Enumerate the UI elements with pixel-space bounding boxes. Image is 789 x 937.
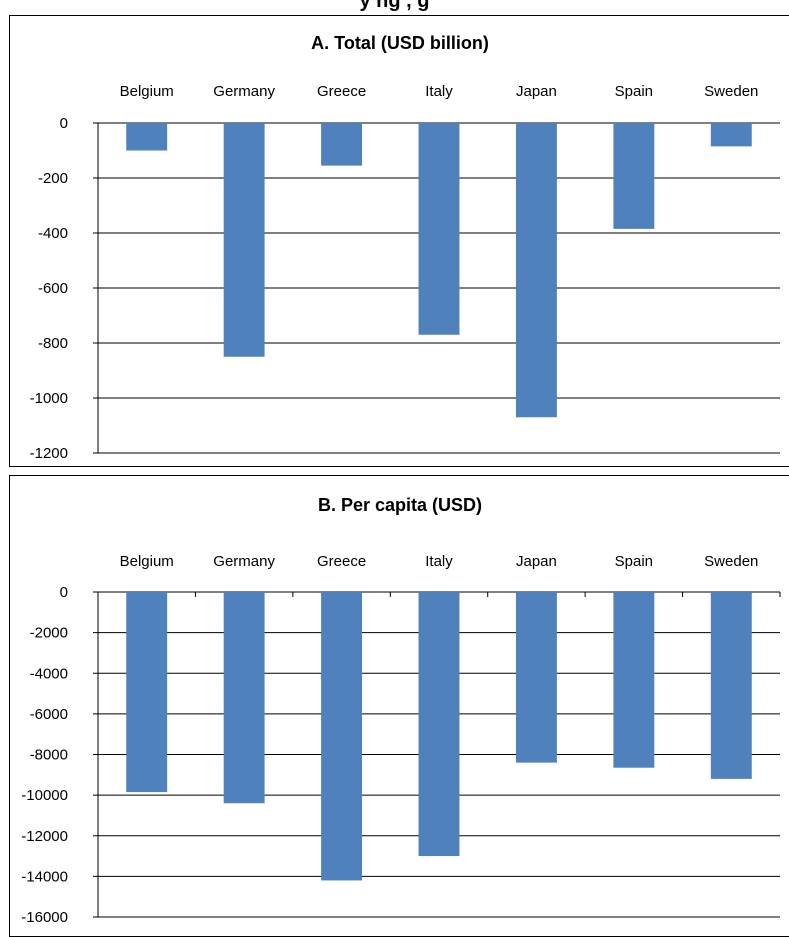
per-capita-ytick-label: -12000: [21, 828, 68, 845]
total-ytick-label: -200: [38, 170, 68, 187]
total-ytick-label: -1000: [30, 390, 68, 407]
total-bar-germany: [223, 123, 265, 357]
figure-title-text: y ng , g: [359, 0, 430, 12]
per-capita-ytick-label: -16000: [21, 909, 68, 926]
per-capita-bar-germany: [223, 592, 265, 804]
chart-title-total: A. Total (USD billion): [311, 33, 489, 53]
total-bar-greece: [321, 123, 363, 166]
total-category-label: Italy: [425, 83, 453, 100]
per-capita-category-label: Italy: [425, 553, 453, 570]
total-ytick-label: -400: [38, 225, 68, 242]
per-capita-category-label: Spain: [615, 553, 653, 570]
per-capita-ytick-label: -8000: [30, 747, 68, 764]
per-capita-bar-spain: [613, 592, 655, 768]
total-bar-sweden: [710, 123, 752, 147]
total-ytick-label: -1200: [30, 445, 68, 462]
bar-chart-per-capita: 0 -2000 -4000 -6000 -8000 -10000 -12000 -14000 -…: [21, 553, 781, 926]
per-capita-category-label: Japan: [516, 553, 557, 570]
chart-panel-per-capita: B. Per capita (USD) 0 -2000 -4000 -6000 -800…: [9, 475, 789, 937]
per-capita-category-label: Greece: [317, 553, 366, 570]
total-ytick-label: -800: [38, 335, 68, 352]
per-capita-bar-italy: [418, 592, 460, 857]
per-capita-category-label: Belgium: [120, 553, 174, 570]
total-category-label: Japan: [516, 83, 557, 100]
per-capita-ytick-label: -2000: [30, 625, 68, 642]
per-capita-bar-japan: [515, 592, 557, 763]
per-capita-bar-greece: [321, 592, 363, 881]
total-ytick-label: 0: [60, 115, 68, 132]
total-category-label: Spain: [615, 83, 653, 100]
total-bar-italy: [418, 123, 460, 335]
per-capita-category-label: Germany: [213, 553, 275, 570]
figure-title-partial: y ng , g: [0, 0, 789, 20]
per-capita-ytick-label: -6000: [30, 706, 68, 723]
total-bar-belgium: [126, 123, 168, 151]
per-capita-category-label: Sweden: [704, 553, 758, 570]
total-category-label: Sweden: [704, 83, 758, 100]
total-bar-japan: [515, 123, 557, 418]
total-category-label: Belgium: [120, 83, 174, 100]
bar-chart-total: 0 -200 -400 -600 -800 -1000 -1200 Belgium German…: [30, 83, 780, 462]
per-capita-bar-sweden: [710, 592, 752, 779]
per-capita-ytick-label: -4000: [30, 665, 68, 682]
per-capita-ytick-label: 0: [60, 584, 68, 601]
total-bar-spain: [613, 123, 655, 229]
per-capita-ytick-label: -10000: [21, 787, 68, 804]
total-ytick-label: -600: [38, 280, 68, 297]
total-category-label: Germany: [213, 83, 275, 100]
chart-title-per-capita: B. Per capita (USD): [317, 495, 483, 515]
chart-panel-total: A. Total (USD billion) 0 -200 -400 -600 -800…: [9, 15, 789, 467]
per-capita-bar-belgium: [126, 592, 168, 793]
total-category-label: Greece: [317, 83, 366, 100]
per-capita-ytick-label: -14000: [21, 868, 68, 885]
